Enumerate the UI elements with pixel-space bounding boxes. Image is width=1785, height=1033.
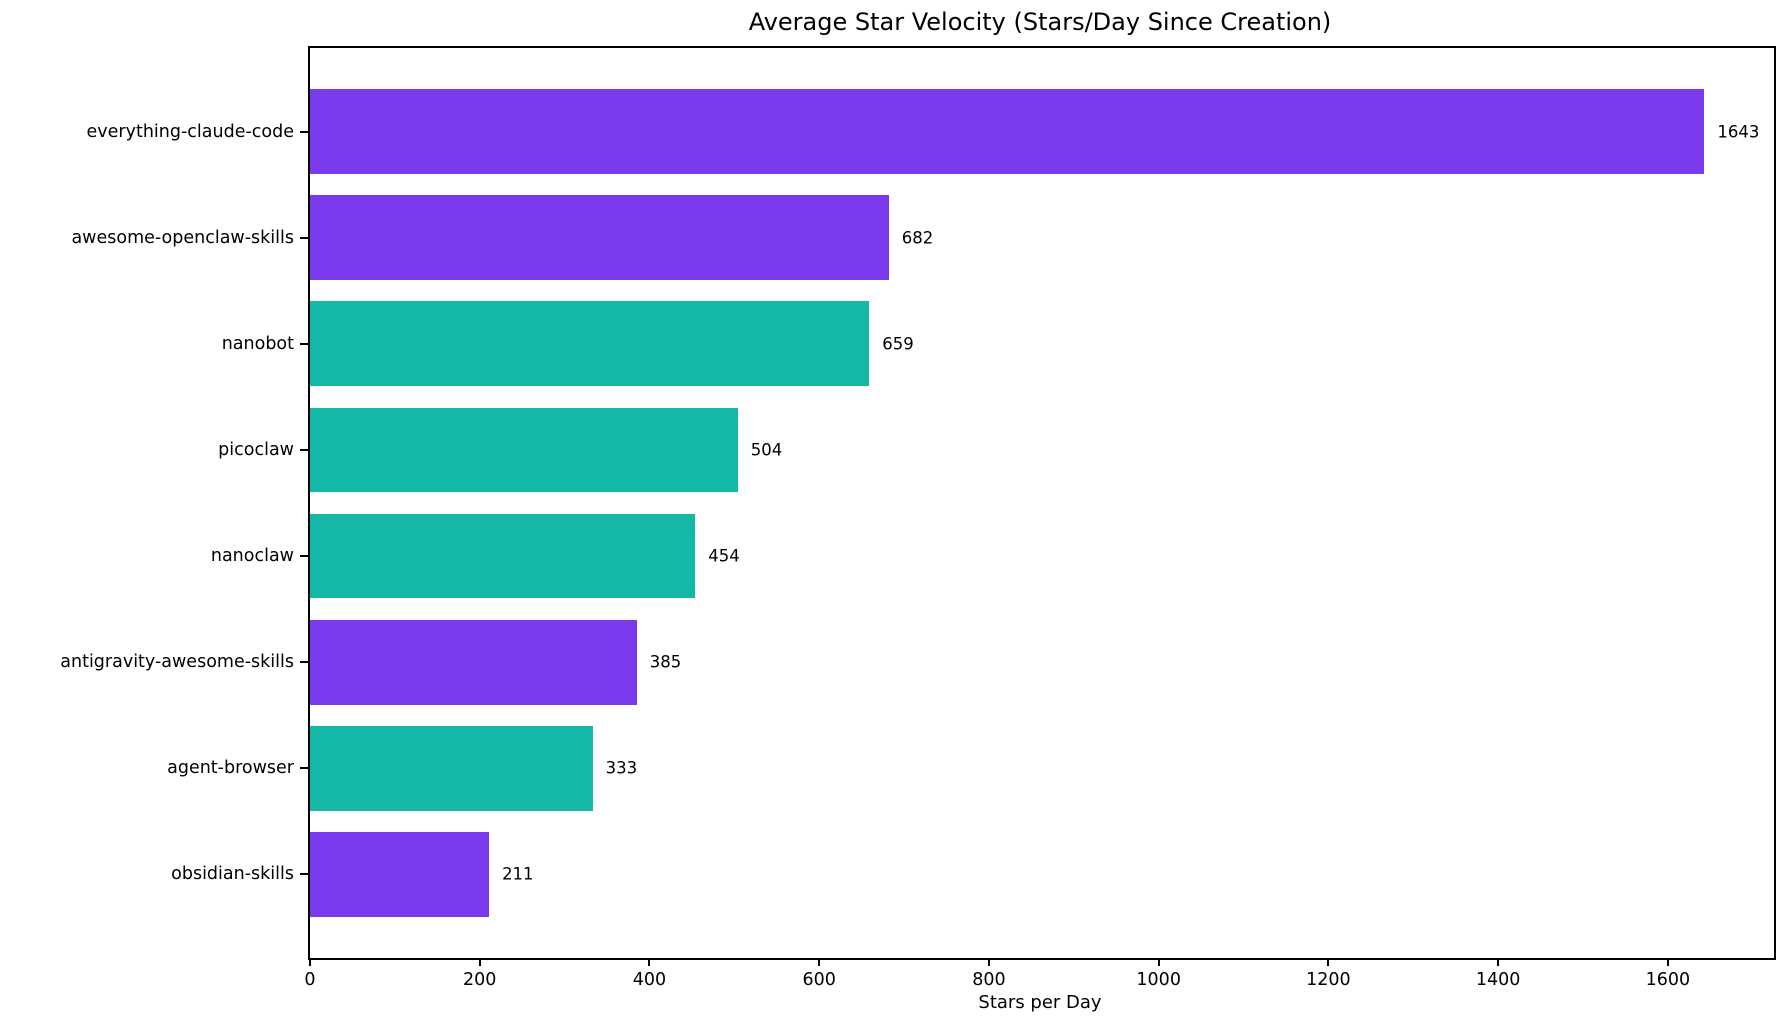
x-tick-label: 0: [304, 970, 316, 990]
bar-obsidian-skills: [310, 831, 490, 917]
value-label: 454: [708, 546, 740, 566]
x-tick-label: 1600: [1645, 970, 1691, 990]
y-tick-mark: [300, 555, 308, 558]
category-label: obsidian-skills: [171, 864, 294, 885]
x-tick-label: 1200: [1306, 970, 1351, 990]
x-tick-label: 1000: [1136, 970, 1181, 990]
value-label: 682: [901, 228, 934, 248]
bar-everything-claude-code: [310, 89, 1705, 175]
x-tick-mark: [1497, 958, 1500, 966]
bar-awesome-openclaw-skills: [310, 195, 889, 281]
x-tick-label: 800: [972, 970, 1006, 990]
bar-nanobot: [310, 301, 870, 387]
category-label: nanobot: [221, 333, 294, 354]
y-tick-mark: [300, 661, 308, 664]
bar-nanoclaw: [310, 513, 696, 599]
x-tick-label: 600: [802, 970, 836, 990]
y-tick-mark: [300, 873, 308, 876]
category-label: everything-claude-code: [86, 121, 294, 142]
x-tick-label: 200: [463, 970, 497, 990]
x-tick-mark: [309, 958, 311, 966]
value-label: 333: [605, 758, 638, 778]
x-tick-mark: [478, 958, 481, 966]
y-tick-mark: [300, 448, 308, 451]
x-tick-mark: [818, 958, 821, 966]
x-tick-mark: [987, 958, 990, 966]
x-axis-label: Stars per Day: [978, 992, 1102, 1013]
bar-agent-browser: [310, 725, 593, 811]
x-tick-label: 400: [632, 970, 667, 990]
category-label: agent-browser: [167, 758, 294, 779]
value-label: 659: [882, 334, 914, 354]
bar-picoclaw: [310, 407, 738, 493]
category-label: antigravity-awesome-skills: [60, 652, 294, 673]
y-tick-mark: [300, 767, 308, 770]
value-label: 504: [750, 440, 783, 460]
y-tick-mark: [300, 130, 308, 133]
bar-antigravity-awesome-skills: [310, 619, 637, 705]
chart-title: Average Star Velocity (Stars/Day Since C…: [748, 8, 1332, 36]
x-tick-mark: [1327, 958, 1330, 966]
category-label: nanoclaw: [210, 546, 294, 567]
y-tick-mark: [300, 236, 308, 239]
value-label: 1643: [1717, 122, 1760, 142]
x-tick-mark: [648, 958, 651, 966]
plot-area: everything-claude-code 1643 awesome-opencl…: [60, 46, 1776, 990]
x-tick-label: 1400: [1475, 970, 1521, 990]
category-label: picoclaw: [218, 439, 294, 460]
y-tick-mark: [300, 342, 308, 345]
x-tick-mark: [1157, 958, 1160, 966]
value-label: 385: [649, 652, 682, 672]
x-tick-mark: [1666, 958, 1669, 966]
category-label: awesome-openclaw-skills: [71, 227, 294, 248]
value-label: 211: [502, 864, 534, 884]
